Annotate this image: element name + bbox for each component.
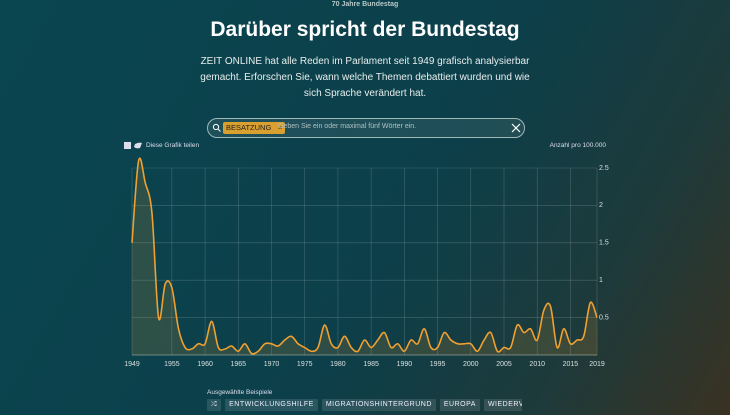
intro-line: gemacht. Erforschen Sie, wann welche The… bbox=[200, 72, 530, 83]
x-tick-label: 1955 bbox=[164, 361, 180, 368]
x-tick-label: 1949 bbox=[124, 361, 140, 368]
x-tick-label: 1990 bbox=[397, 361, 413, 368]
y-tick-label: 1 bbox=[599, 277, 603, 284]
y-tick-label: 2.5 bbox=[599, 165, 609, 172]
intro: ZEIT ONLINE hat alle Reden im Parlament … bbox=[0, 54, 730, 102]
share-link[interactable]: Diese Grafik teilen bbox=[146, 142, 200, 149]
intro-line: ZEIT ONLINE hat alle Reden im Parlament … bbox=[200, 56, 530, 67]
x-tick-label: 1985 bbox=[363, 361, 379, 368]
search-placeholder: Geben Sie ein oder maximal fünf Wörter e… bbox=[278, 123, 417, 130]
x-tick-label: 2000 bbox=[463, 361, 479, 368]
area bbox=[132, 158, 597, 355]
y-tick-label: 2 bbox=[599, 202, 603, 209]
x-tick-label: 1965 bbox=[230, 361, 246, 368]
x-tick-label: 1980 bbox=[330, 361, 346, 368]
examples-row: ⤮ ENTWICKLUNGSHILFE MIGRATIONSHINTERGRUND… bbox=[207, 399, 522, 411]
y-axis-label: Anzahl pro 100.000 bbox=[549, 142, 606, 149]
tag-remove[interactable]: × bbox=[277, 123, 283, 132]
example-button[interactable]: EUROPA bbox=[439, 399, 480, 411]
intro-line: sich Sprache verändert hat. bbox=[303, 88, 427, 99]
y-tick-label: 0.5 bbox=[599, 314, 609, 321]
x-tick-label: 2005 bbox=[496, 361, 512, 368]
x-tick-label: 1970 bbox=[264, 361, 280, 368]
x-tick-label: 1960 bbox=[197, 361, 213, 368]
x-tick-label: 2015 bbox=[563, 361, 579, 368]
search-tag[interactable]: BESATZUNG × bbox=[223, 122, 286, 134]
examples-title: Ausgewählte Beispiele bbox=[207, 389, 273, 396]
x-tick-label: 2019 bbox=[589, 361, 605, 368]
x-tick-label: 1995 bbox=[430, 361, 446, 368]
x-tick-label: 2010 bbox=[529, 361, 545, 368]
example-button[interactable]: WIEDERVEREINI bbox=[483, 399, 522, 411]
share-icons[interactable] bbox=[124, 142, 144, 150]
example-button[interactable]: MIGRATIONSHINTERGRUND bbox=[321, 399, 436, 411]
search-icon bbox=[212, 123, 221, 132]
shuffle-button[interactable]: ⤮ bbox=[207, 399, 222, 411]
search-box[interactable]: BESATZUNG × Geben Sie ein oder maximal fü… bbox=[207, 118, 525, 138]
clear-button[interactable] bbox=[511, 123, 521, 133]
title: Darüber spricht der Bundestag bbox=[210, 18, 520, 41]
kicker: 70 Jahre Bundestag bbox=[331, 1, 399, 8]
x-tick-label: 1975 bbox=[297, 361, 313, 368]
example-button[interactable]: ENTWICKLUNGSHILFE bbox=[225, 399, 318, 411]
y-tick-label: 1.5 bbox=[599, 240, 609, 247]
tag-text: BESATZUNG bbox=[226, 123, 272, 132]
line bbox=[131, 157, 598, 355]
